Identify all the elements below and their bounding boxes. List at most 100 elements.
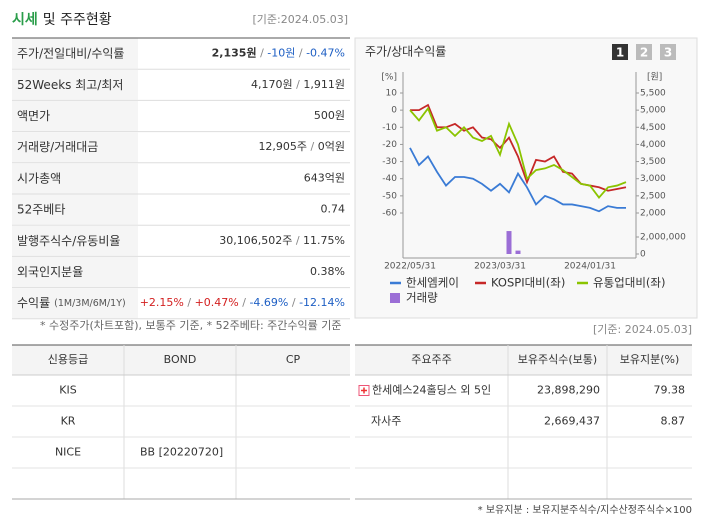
row-label: 시가총액 (17, 171, 61, 185)
separator: / (184, 296, 195, 309)
label-cell (12, 194, 138, 225)
row-label-text: 수익률 (17, 296, 50, 310)
row-value: 643억원 (304, 171, 345, 184)
x-tick-label: 2024/01/31 (564, 262, 616, 272)
label-cell (12, 256, 138, 288)
row-value: 0.38% (310, 265, 345, 278)
legend-label: 한세엠케이 (406, 276, 459, 290)
value: +2.15% (140, 296, 184, 309)
row-label: 주가/전일대비/수익률 (17, 46, 124, 60)
label-cell (12, 100, 138, 132)
value: -12.14% (299, 296, 345, 309)
label-cell (12, 69, 138, 100)
footnote: * 보유지분 : 보유지분주식수/지수산정주식수×100 (478, 504, 692, 516)
tab-button[interactable] (636, 44, 652, 60)
label-cell (12, 132, 138, 163)
label-cell (12, 163, 138, 194)
value: 643억원 (304, 171, 345, 184)
y-unit: [%] (381, 73, 397, 83)
row-label: 52주베타 (17, 202, 65, 216)
tab-label[interactable]: 3 (664, 46, 672, 60)
row-label: 발행주식수/유동비율 (17, 232, 120, 247)
volume-tick-label: 2,000,000 (640, 233, 686, 243)
tab-button[interactable] (612, 44, 628, 60)
y-tick-label: -50 (382, 191, 397, 201)
label-cell (12, 288, 138, 319)
row-label: 수익률 (1M/3M/6M/1Y) (17, 296, 126, 310)
value: 30,106,502주 (219, 234, 292, 247)
row-label: 거래량/거래대금 (17, 140, 98, 154)
y2-unit: [원] (647, 72, 662, 83)
value: 1,911원 (303, 78, 345, 91)
row-value: 500원 (314, 109, 345, 122)
row-value: 30,106,502주 / 11.75% (219, 234, 345, 247)
tab-label[interactable]: 1 (616, 46, 624, 60)
row-label: 52Weeks 최고/최저 (17, 77, 123, 91)
table-cell: 2,669,437 (544, 415, 600, 428)
legend-label: 거래량 (406, 291, 438, 305)
y-tick-label: -30 (382, 157, 397, 167)
legend-label: KOSPI대비(좌) (491, 276, 565, 290)
date: [기준:2024.05.03] (252, 13, 348, 26)
value: 11.75% (303, 234, 345, 247)
value: 12,905주 (258, 140, 307, 153)
row-label: 액면가 (17, 109, 50, 123)
expand-plus[interactable] (361, 387, 367, 394)
y2-tick-label: 2,000 (640, 209, 666, 219)
y2-tick-label: 5,000 (640, 106, 666, 116)
label-cell (12, 225, 138, 256)
separator: / (292, 234, 303, 247)
chart-title: 주가/상대수익률 (365, 45, 446, 59)
section-title: 시세 및 주주현황 (12, 12, 112, 28)
row-label-text: 외국인지분율 (17, 265, 83, 279)
value: -0.47% (306, 47, 345, 60)
table-header-bg (12, 345, 350, 375)
row-label: 외국인지분율 (17, 265, 83, 279)
table-header: BOND (164, 353, 197, 366)
footnote: * 수정주가(차트포함), 보통주 기준, * 52주베타: 주간수익률 기준 (40, 319, 342, 332)
table-header: 신용등급 (48, 353, 88, 366)
value: +0.47% (195, 296, 239, 309)
tab-button[interactable] (660, 44, 676, 60)
table-cell: 8.87 (661, 415, 686, 428)
table-cell: 한세예스24홀딩스 외 5인 (372, 384, 491, 397)
table-header: CP (286, 353, 301, 366)
table-cell: BB [20220720] (140, 446, 223, 459)
y-tick-label: 0 (391, 106, 397, 116)
x-tick-label: 2022/05/31 (384, 262, 436, 272)
value: 4,170원 (251, 78, 293, 91)
label-cell (12, 38, 138, 69)
table-cell: 23,898,290 (537, 384, 600, 397)
y2-tick-label: 3,000 (640, 174, 666, 184)
row-value: +2.15% / +0.47% / -4.69% / -12.14% (140, 296, 345, 309)
y-tick-label: -60 (382, 209, 397, 219)
volume-tick-label: 0 (640, 250, 646, 260)
value: 0.74 (321, 203, 346, 216)
volume-bar (506, 231, 512, 254)
y-tick-label: 10 (386, 89, 398, 99)
table-cell: KR (61, 415, 76, 428)
y2-tick-label: 5,500 (640, 89, 666, 99)
table-cell: KIS (59, 384, 76, 397)
row-label-text: 시가총액 (17, 171, 61, 185)
row-value: 12,905주 / 0억원 (258, 140, 345, 153)
separator: / (257, 47, 268, 60)
table-header: 주요주주 (411, 353, 451, 366)
value: 0억원 (318, 140, 345, 153)
tab-label[interactable]: 2 (640, 46, 648, 60)
separator: / (293, 78, 304, 91)
row-label-text: 주가/전일대비/수익률 (17, 46, 124, 60)
row-value: 2,135원 / -10원 / -0.47% (212, 46, 345, 60)
table-header-bg (355, 345, 692, 375)
legend-label: 유통업대비(좌) (593, 276, 665, 290)
table-cell: 79.38 (654, 384, 686, 397)
value: 500원 (314, 109, 345, 122)
row-label-text: 거래량/거래대금 (17, 140, 98, 154)
y-tick-label: -10 (382, 123, 397, 133)
series-line (409, 106, 627, 199)
y-tick-label: -20 (382, 140, 397, 150)
value: -10원 (267, 47, 295, 60)
row-value: 0.74 (321, 203, 346, 216)
